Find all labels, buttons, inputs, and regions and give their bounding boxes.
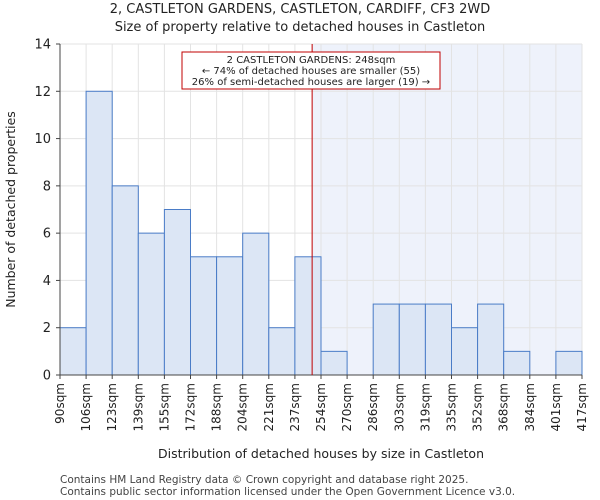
bar-368sqm bbox=[503, 350, 531, 376]
footer-copyright: Contains HM Land Registry data © Crown c… bbox=[60, 474, 469, 486]
x-tick-label-188sqm: 188sqm bbox=[210, 383, 224, 431]
bar-221sqm bbox=[268, 327, 296, 376]
x-tick-label-106sqm: 106sqm bbox=[79, 383, 93, 431]
bar-401sqm bbox=[555, 350, 583, 376]
x-tick-label-286sqm: 286sqm bbox=[366, 383, 380, 431]
y-tick-label-1: 2 bbox=[43, 321, 51, 336]
y-tick-label-3: 6 bbox=[43, 227, 51, 242]
x-tick-label-221sqm: 221sqm bbox=[262, 383, 276, 431]
annotation-box bbox=[181, 51, 441, 90]
y-tick-label-4: 8 bbox=[43, 179, 51, 194]
x-tick-label-155sqm: 155sqm bbox=[157, 383, 171, 431]
annotation-line-3: 26% of semi-detached houses are larger (… bbox=[192, 77, 430, 88]
x-tick-label-368sqm: 368sqm bbox=[497, 383, 511, 431]
x-tick-label-204sqm: 204sqm bbox=[236, 383, 250, 431]
bar-303sqm bbox=[398, 303, 426, 376]
x-tick-label-319sqm: 319sqm bbox=[418, 383, 432, 431]
chart-title: 2, CASTLETON GARDENS, CASTLETON, CARDIFF… bbox=[109, 2, 491, 17]
y-tick-label-6: 12 bbox=[34, 85, 51, 100]
x-tick-label-384sqm: 384sqm bbox=[523, 383, 537, 431]
chart-subtitle: Size of property relative to detached ho… bbox=[114, 20, 486, 35]
x-tick-label-401sqm: 401sqm bbox=[549, 383, 563, 431]
bar-286sqm bbox=[372, 303, 400, 376]
x-tick-label-90sqm: 90sqm bbox=[53, 383, 67, 424]
bar-172sqm bbox=[190, 256, 218, 376]
annotation-line-1: 2 CASTLETON GARDENS: 248sqm bbox=[227, 55, 396, 66]
x-tick-label-352sqm: 352sqm bbox=[471, 383, 485, 431]
y-tick-label-2: 4 bbox=[43, 274, 51, 289]
x-tick-label-335sqm: 335sqm bbox=[445, 383, 459, 431]
x-axis-label: Distribution of detached houses by size … bbox=[158, 446, 484, 461]
x-tick-label-417sqm: 417sqm bbox=[575, 383, 589, 431]
bar-319sqm bbox=[424, 303, 452, 376]
bar-352sqm bbox=[477, 303, 505, 376]
annotation-line-2: ← 74% of detached houses are smaller (55… bbox=[202, 66, 420, 77]
x-tick-label-123sqm: 123sqm bbox=[105, 383, 119, 431]
bar-335sqm bbox=[451, 327, 479, 376]
y-axis-label: Number of detached properties bbox=[3, 111, 18, 308]
footer-licence: Contains public sector information licen… bbox=[60, 486, 516, 498]
bar-188sqm bbox=[216, 256, 244, 376]
bar-123sqm bbox=[111, 185, 139, 376]
x-tick-label-254sqm: 254sqm bbox=[314, 383, 328, 431]
x-tick-label-237sqm: 237sqm bbox=[288, 383, 302, 431]
bar-90sqm bbox=[59, 327, 87, 376]
bar-106sqm bbox=[85, 90, 113, 376]
y-tick-label-0: 0 bbox=[43, 369, 51, 384]
bar-155sqm bbox=[163, 209, 191, 376]
y-tick-label-7: 14 bbox=[34, 38, 51, 53]
bar-254sqm bbox=[320, 350, 348, 376]
x-tick-label-270sqm: 270sqm bbox=[340, 383, 354, 431]
x-tick-label-139sqm: 139sqm bbox=[131, 383, 145, 431]
x-tick-label-172sqm: 172sqm bbox=[184, 383, 198, 431]
bar-204sqm bbox=[242, 232, 270, 376]
x-tick-label-303sqm: 303sqm bbox=[392, 383, 406, 431]
bar-237sqm bbox=[294, 256, 322, 376]
bar-139sqm bbox=[137, 232, 165, 376]
y-tick-label-5: 10 bbox=[34, 132, 51, 147]
